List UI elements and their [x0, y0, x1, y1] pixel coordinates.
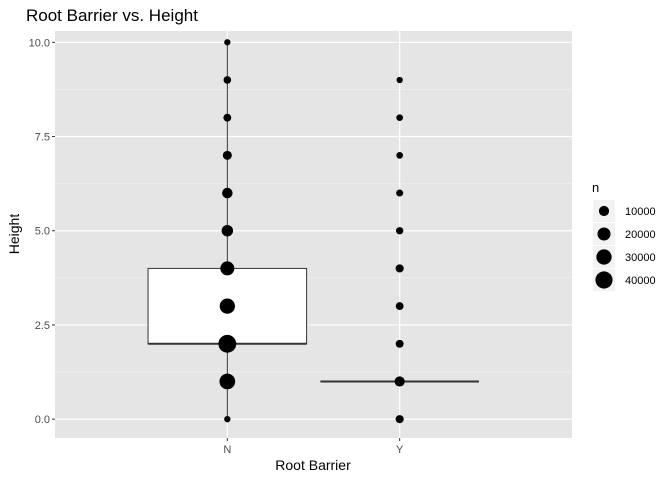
point-Y-1	[394, 376, 405, 387]
point-N-1	[219, 373, 236, 390]
legend-label: 30000	[625, 252, 656, 264]
y-tick-label: 2.5	[35, 320, 50, 332]
point-N-6	[222, 187, 233, 199]
legend-key-30000	[596, 249, 612, 265]
legend-key-10000	[598, 205, 610, 217]
y-tick-label: 5.0	[35, 226, 50, 238]
point-Y-7	[396, 152, 404, 159]
y-tick-label: 7.5	[35, 132, 50, 144]
point-Y-2	[395, 339, 404, 348]
legend-label: 10000	[625, 206, 656, 218]
point-Y-6	[396, 189, 404, 197]
point-N-8	[223, 113, 232, 122]
grid-minor	[55, 89, 572, 373]
legend-keys: 10000 20000 30000 40000	[593, 200, 656, 291]
chart-title: Root Barrier vs. Height	[26, 6, 198, 25]
point-Y-4	[395, 264, 404, 273]
point-Y-9	[396, 76, 403, 84]
point-Y-5	[396, 227, 404, 235]
point-N-7	[222, 150, 232, 160]
y-axis-title: Height	[6, 214, 22, 255]
plot-panel	[55, 31, 572, 438]
legend-key-20000	[597, 227, 611, 241]
point-N-5	[221, 225, 234, 237]
point-Y-0	[395, 415, 404, 424]
point-N-9	[223, 76, 232, 84]
point-N-4	[220, 261, 235, 276]
point-Y-3	[395, 302, 404, 311]
legend-title: n	[592, 180, 599, 195]
x-axis-title: Root Barrier	[275, 457, 351, 473]
legend-label: 20000	[625, 229, 656, 241]
y-tick-label: 0.0	[35, 414, 50, 426]
legend: n 10000 20000 30000 40000	[592, 180, 656, 291]
x-tick-label: Y	[396, 444, 404, 456]
legend-key-40000	[595, 271, 613, 289]
point-N-3	[219, 298, 235, 314]
y-axis: 0.0 2.5 5.0 7.5 10.0	[29, 37, 55, 426]
point-N-10	[224, 39, 231, 46]
y-tick-label: 10.0	[29, 37, 50, 49]
legend-label: 40000	[625, 275, 656, 287]
points	[218, 39, 405, 424]
x-tick-label: N	[223, 444, 231, 456]
point-N-2	[218, 334, 237, 353]
point-N-0	[224, 415, 231, 423]
point-Y-8	[396, 114, 404, 122]
